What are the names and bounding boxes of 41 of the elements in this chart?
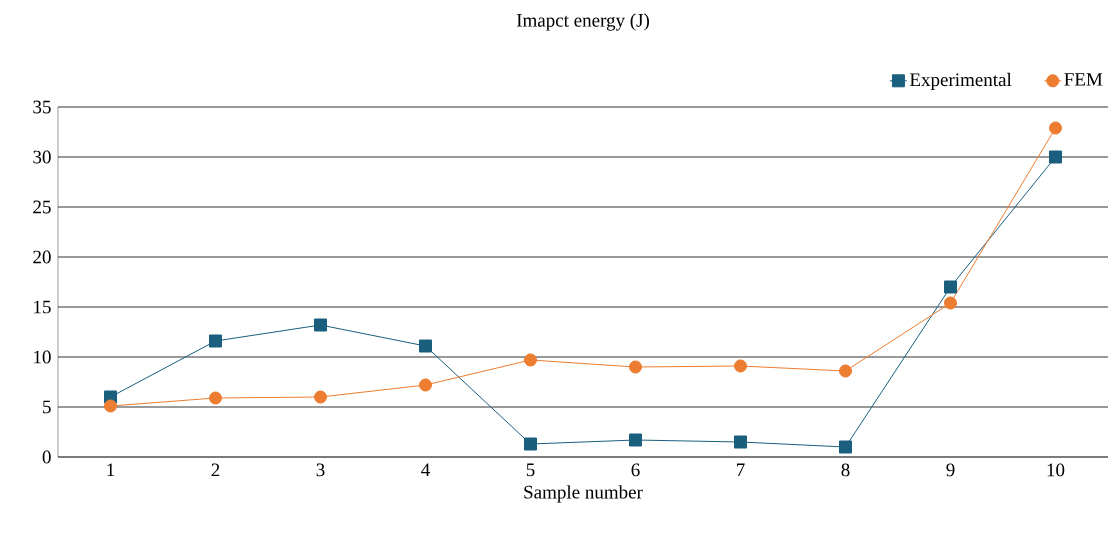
point xyxy=(209,334,222,348)
x-tick-label: 6 xyxy=(631,463,640,477)
y-tick-label: 0 xyxy=(42,450,51,464)
x-tick-label: 3 xyxy=(316,463,325,477)
point xyxy=(839,364,852,378)
point xyxy=(839,440,852,454)
point xyxy=(734,359,747,373)
point xyxy=(944,296,957,310)
point xyxy=(944,280,957,294)
point xyxy=(524,437,537,451)
point xyxy=(419,378,432,392)
point xyxy=(314,390,327,404)
point xyxy=(1049,121,1062,135)
point xyxy=(524,353,537,367)
point xyxy=(104,399,117,413)
x-tick-label: 2 xyxy=(211,463,220,477)
y-tick-label: 20 xyxy=(33,250,51,264)
point xyxy=(1049,150,1062,164)
point xyxy=(209,391,222,405)
point xyxy=(734,435,747,449)
x-tick-label: 5 xyxy=(526,463,535,477)
legend-label: FEM xyxy=(1064,73,1103,86)
x-tick-label: 4 xyxy=(421,463,430,477)
x-tick-label: 1 xyxy=(107,463,115,477)
point xyxy=(629,360,642,374)
y-tick-label: 30 xyxy=(33,150,51,164)
x-tick-label: 10 xyxy=(1047,463,1065,477)
legend-label: Experimental xyxy=(909,72,1012,91)
point xyxy=(419,339,432,353)
x-tick-label: 8 xyxy=(841,463,850,477)
y-tick-label: 25 xyxy=(33,200,51,214)
x-axis-title: Sample number xyxy=(524,485,643,503)
x-tick-label: 9 xyxy=(946,463,955,477)
y-tick-label: 5 xyxy=(43,400,51,414)
chart-title: Imapct energy (J) xyxy=(516,13,649,31)
y-tick-label: 10 xyxy=(34,350,51,364)
x-tick-label: 7 xyxy=(737,463,745,476)
point xyxy=(314,318,327,332)
y-tick-label: 15 xyxy=(34,300,51,314)
y-tick-label: 35 xyxy=(33,100,51,114)
point xyxy=(629,433,642,447)
